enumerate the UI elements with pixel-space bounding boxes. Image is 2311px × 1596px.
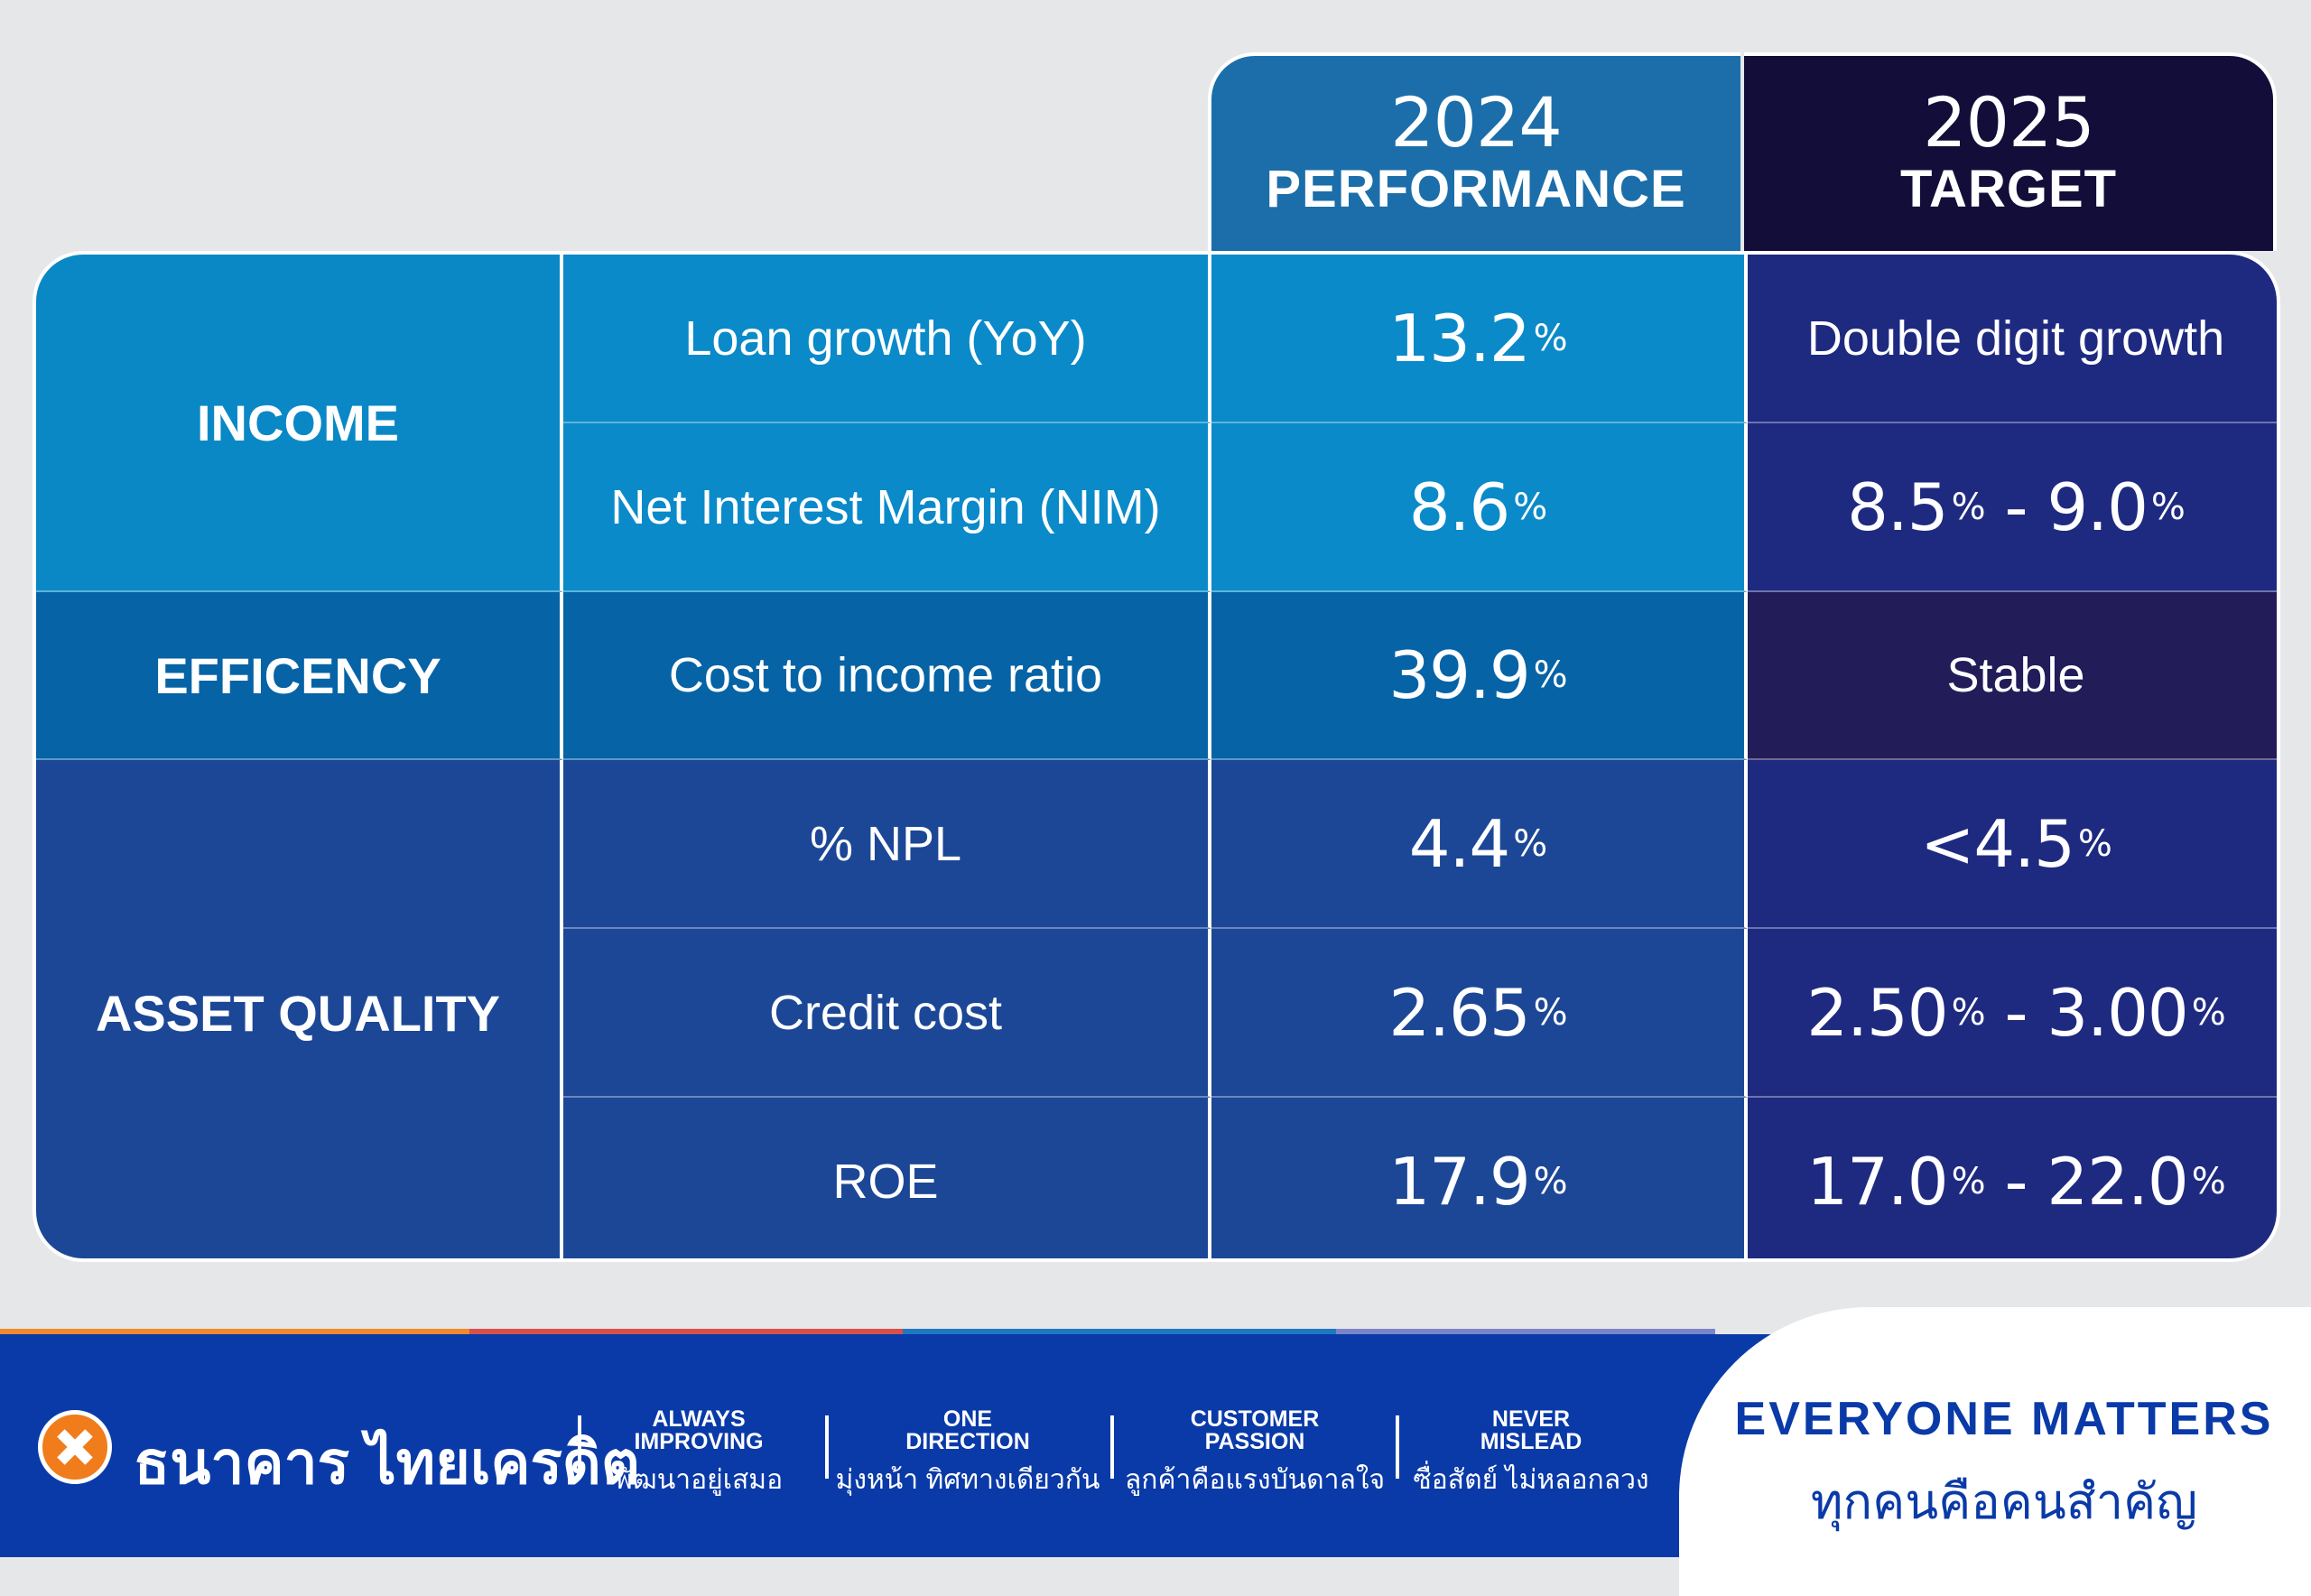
value-always-improving: ALWAYS IMPROVING พัฒนาอยู่เสมอ	[554, 1408, 843, 1499]
bank-name: ธนาคาร ไทยเครดิต	[134, 1429, 640, 1496]
value-2024-npl: 4.4%	[1211, 760, 1748, 929]
target-2025-credit-cost: 2.50% - 3.00%	[1748, 929, 2277, 1098]
target-2025-loan-growth: Double digit growth	[1748, 255, 2277, 423]
bank-logo-icon	[38, 1410, 112, 1484]
metric-credit-cost: Credit cost	[563, 929, 1211, 1098]
stripe-red	[469, 1329, 903, 1338]
footer-divider	[1396, 1415, 1399, 1479]
value-1-en2: IMPROVING	[634, 1429, 764, 1454]
value-customer-passion: CUSTOMER PASSION ลูกค้าคือแรงบันดาลใจ	[1110, 1408, 1399, 1499]
header-2024-performance: 2024 PERFORMANCE	[1208, 52, 1740, 251]
stripe-purple	[1336, 1329, 1715, 1338]
value-3-th: ลูกค้าคือแรงบันดาลใจ	[1124, 1465, 1386, 1495]
header-2024-label: PERFORMANCE	[1266, 160, 1686, 218]
metric-roe: ROE	[563, 1098, 1211, 1258]
target-2025-roe: 17.0% - 22.0%	[1748, 1098, 2277, 1258]
value-2-th: มุ่งหน้า ทิศทางเดียวกัน	[835, 1465, 1100, 1495]
footer-divider	[825, 1415, 829, 1479]
value-2-en1: ONE	[942, 1406, 993, 1432]
value-2024-nim: 8.6%	[1211, 423, 1748, 592]
slogan-en: EVERYONE MATTERS	[1734, 1393, 2274, 1445]
value-3-en1: CUSTOMER	[1190, 1406, 1320, 1432]
header-2025-year: 2025	[1923, 82, 2094, 162]
value-2024-cost-to-income: 39.9%	[1211, 592, 1748, 760]
target-2025-npl: <4.5%	[1748, 760, 2277, 929]
metric-cost-to-income: Cost to income ratio	[563, 592, 1211, 760]
category-efficiency: EFFICENCY	[36, 592, 563, 760]
value-3-en2: PASSION	[1204, 1429, 1305, 1454]
value-2024-credit-cost: 2.65%	[1211, 929, 1748, 1098]
slogan-panel	[1679, 1307, 2311, 1596]
category-income: INCOME	[36, 255, 563, 592]
value-4-en1: NEVER	[1491, 1406, 1571, 1432]
metric-npl: % NPL	[563, 760, 1211, 929]
value-1-en1: ALWAYS	[652, 1406, 746, 1432]
value-2-en2: DIRECTION	[905, 1429, 1030, 1454]
value-one-direction: ONE DIRECTION มุ่งหน้า ทิศทางเดียวกัน	[823, 1408, 1112, 1499]
target-2025-nim: 8.5% - 9.0%	[1748, 423, 2277, 592]
stripe-blue	[903, 1329, 1336, 1338]
metric-nim: Net Interest Margin (NIM)	[563, 423, 1211, 592]
stripe-orange	[0, 1329, 469, 1338]
value-2024-loan-growth: 13.2%	[1211, 255, 1748, 423]
header-2025-target: 2025 TARGET	[1744, 52, 2277, 251]
performance-table: INCOME EFFICENCY ASSET QUALITY Loan grow…	[32, 251, 2280, 1262]
target-2025-cost-to-income: Stable	[1748, 592, 2277, 760]
footer-divider	[578, 1415, 581, 1479]
value-4-th: ซื่อสัตย์ ไม่หลอกลวง	[1413, 1465, 1649, 1495]
slogan-th: ทุกคนคือคนสำคัญ	[1810, 1475, 2198, 1529]
metric-loan-growth: Loan growth (YoY)	[563, 255, 1211, 423]
value-2024-roe: 17.9%	[1211, 1098, 1748, 1258]
category-asset-quality: ASSET QUALITY	[36, 760, 563, 1258]
footer-divider	[1110, 1415, 1114, 1479]
value-4-en2: MISLEAD	[1480, 1429, 1582, 1454]
header-2025-label: TARGET	[1899, 160, 2118, 218]
value-never-mislead: NEVER MISLEAD ซื่อสัตย์ ไม่หลอกลวง	[1387, 1408, 1675, 1499]
header-2024-year: 2024	[1390, 82, 1562, 162]
value-1-th: พัฒนาอยู่เสมอ	[614, 1465, 784, 1495]
